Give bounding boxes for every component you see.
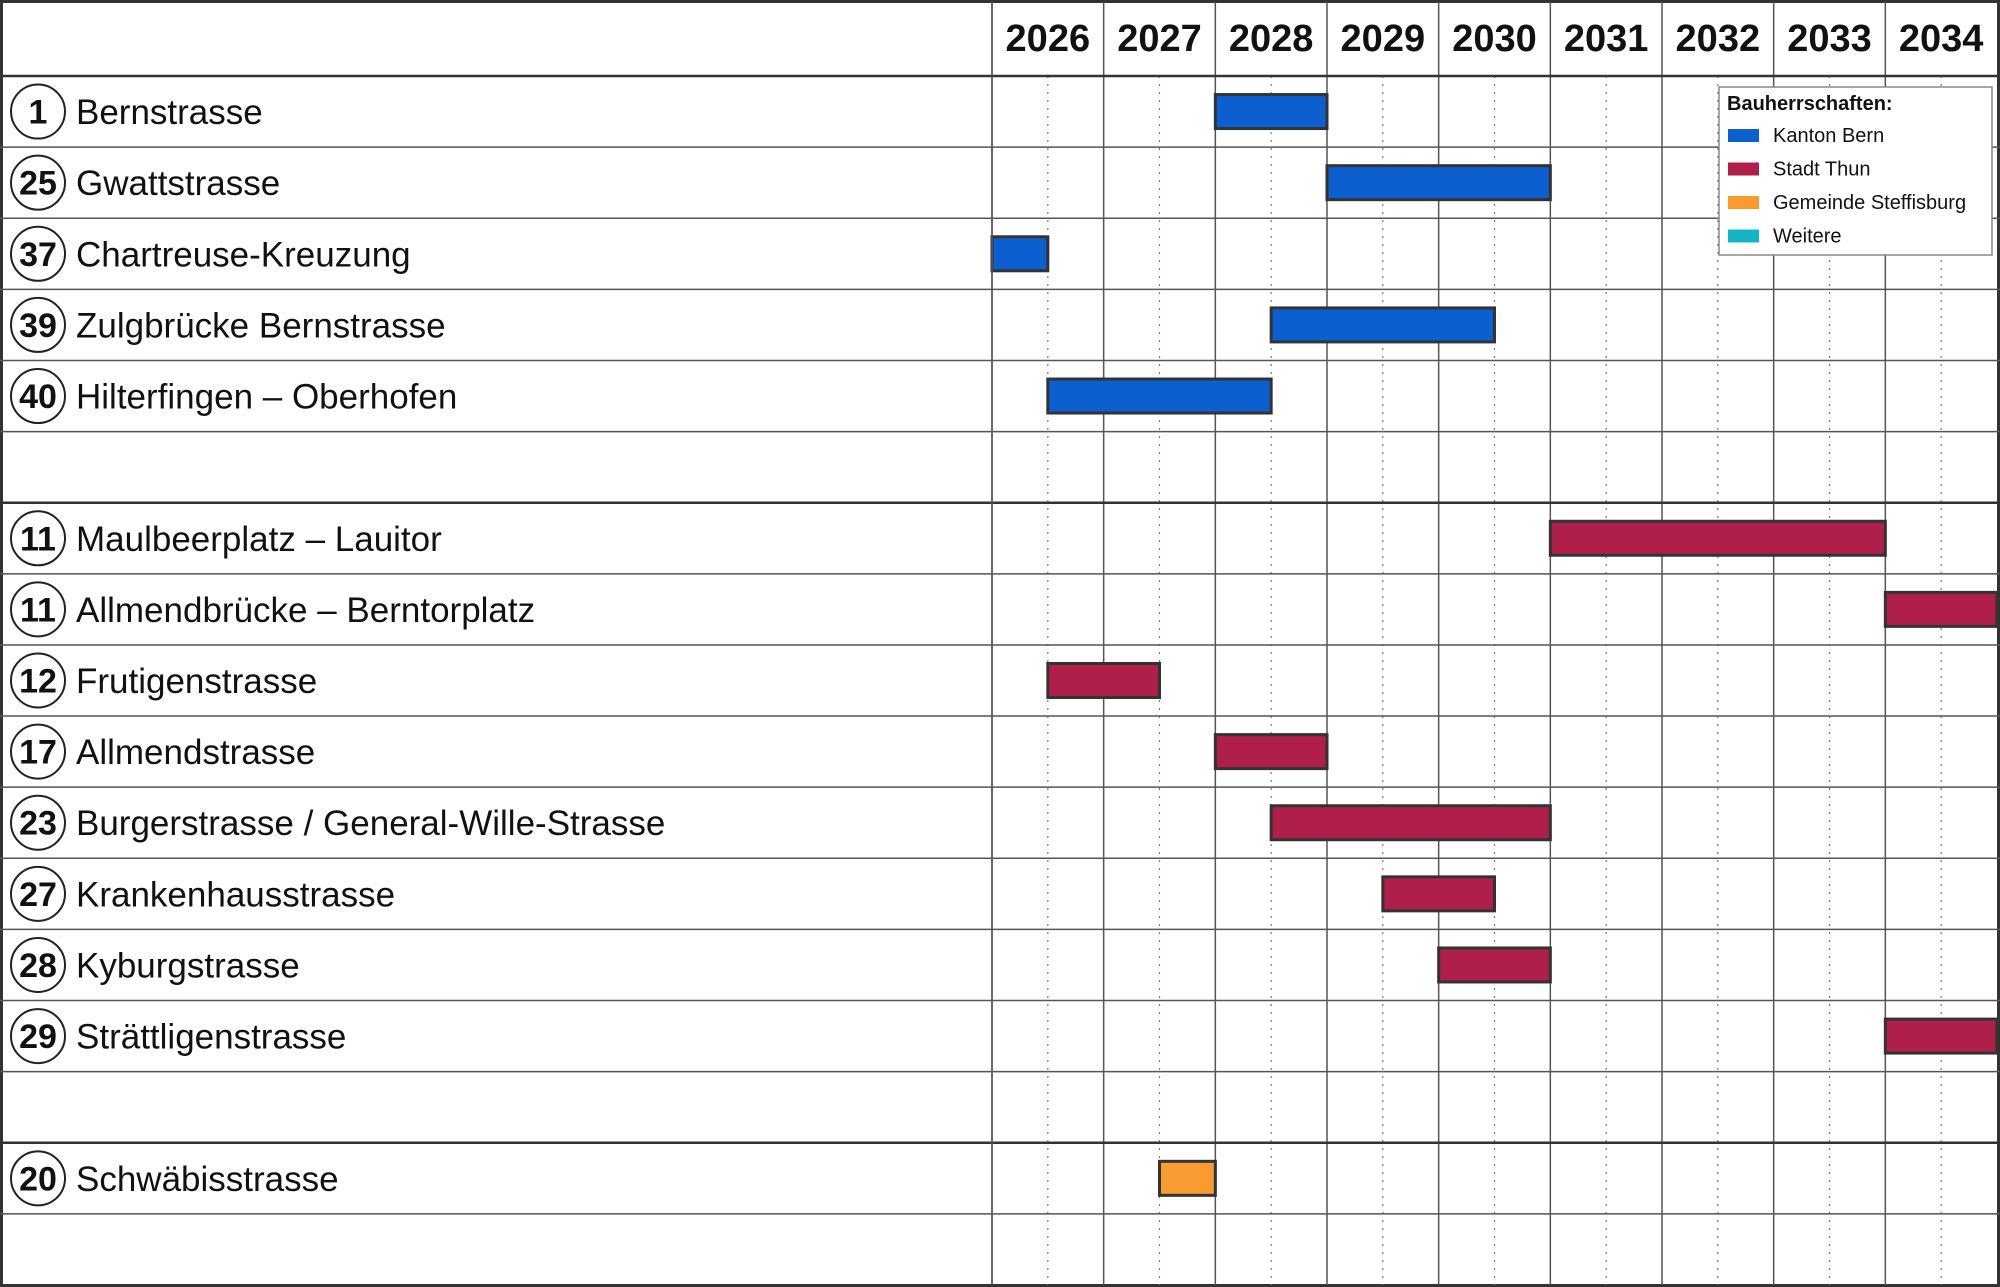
row-label: Krankenhausstrasse [76, 875, 395, 914]
number-badge [10, 581, 66, 638]
gantt-bar [1883, 590, 1999, 628]
gantt-bar [1548, 519, 1887, 557]
row-label: Kyburgstrasse [76, 946, 300, 985]
x-tick-label: 2032 [1676, 18, 1761, 60]
gantt-bar [1883, 1017, 1999, 1055]
row-label: Chartreuse-Kreuzung [76, 235, 411, 274]
gantt-bar [1213, 733, 1329, 771]
row-label: Bernstrasse [76, 93, 263, 132]
row-number: 37 [19, 236, 57, 274]
row-number: 27 [19, 876, 57, 914]
legend-label: Kanton Bern [1773, 125, 1884, 147]
number-badge [10, 1008, 66, 1065]
row-label: Maulbeerplatz – Lauitor [76, 520, 442, 559]
number-badge [10, 225, 66, 282]
row-number: 28 [19, 947, 57, 985]
gantt-bar [1269, 804, 1552, 842]
x-tick-label: 2033 [1787, 18, 1872, 60]
legend-swatch [1728, 229, 1759, 243]
row-label: Hilterfingen – Oberhofen [76, 378, 457, 417]
legend-swatch [1728, 196, 1759, 209]
number-badge [10, 723, 66, 780]
row-number: 25 [19, 165, 57, 203]
x-tick-label: 2029 [1341, 18, 1426, 60]
x-tick-label: 2030 [1452, 18, 1537, 60]
row-number: 17 [19, 734, 57, 772]
gantt-bar [1437, 946, 1552, 984]
row-number: 11 [20, 591, 56, 629]
gantt-bar [1325, 164, 1552, 202]
legend-box [1718, 86, 1993, 256]
x-tick-label: 2031 [1564, 18, 1649, 60]
x-tick-label: 2026 [1006, 18, 1091, 60]
number-badge [10, 1150, 66, 1207]
x-tick-label: 2027 [1117, 18, 1202, 60]
legend-label: Weitere [1773, 226, 1842, 248]
gantt-bar [1046, 377, 1273, 415]
legend-title: Bauherrschaften: [1727, 93, 1893, 115]
number-badge [10, 154, 66, 211]
gantt-bar [1381, 875, 1497, 913]
gantt-bar [1158, 1159, 1217, 1197]
row-label: Zulgbrücke Bernstrasse [76, 306, 446, 345]
number-badge [10, 296, 66, 353]
row-number: 11 [20, 520, 56, 558]
number-badge [10, 510, 66, 567]
row-label: Gwattstrasse [76, 164, 280, 203]
x-tick-label: 2034 [1899, 18, 1984, 60]
row-label: Frutigenstrasse [76, 662, 317, 701]
row-number: 23 [19, 805, 57, 843]
x-tick-label: 2028 [1229, 18, 1314, 60]
gantt-bar [1046, 662, 1162, 699]
number-badge [10, 368, 66, 425]
row-number: 40 [19, 378, 57, 416]
legend-swatch [1728, 129, 1759, 142]
legend-swatch [1728, 162, 1759, 176]
row-label: Schwäbisstrasse [76, 1160, 339, 1199]
row-label: Burgerstrasse / General-Wille-Strasse [76, 804, 665, 843]
row-label: Strättligenstrasse [76, 1018, 346, 1057]
row-number: 12 [19, 663, 57, 701]
row-number: 1 [29, 94, 48, 132]
row-label: Allmendstrasse [76, 733, 315, 772]
number-badge [10, 652, 66, 709]
gantt-bar [990, 235, 1050, 273]
row-label: Allmendbrücke – Berntorplatz [76, 591, 535, 630]
legend-label: Stadt Thun [1773, 159, 1870, 181]
gantt-bar [1213, 93, 1329, 131]
row-number: 20 [19, 1160, 57, 1198]
legend-label: Gemeinde Steffisburg [1773, 192, 1966, 214]
number-badge [10, 936, 66, 993]
row-number: 29 [19, 1018, 57, 1056]
number-badge [10, 83, 66, 140]
row-number: 39 [19, 307, 57, 345]
number-badge [10, 794, 66, 851]
number-badge [10, 865, 66, 922]
gantt-bar [1269, 306, 1496, 344]
